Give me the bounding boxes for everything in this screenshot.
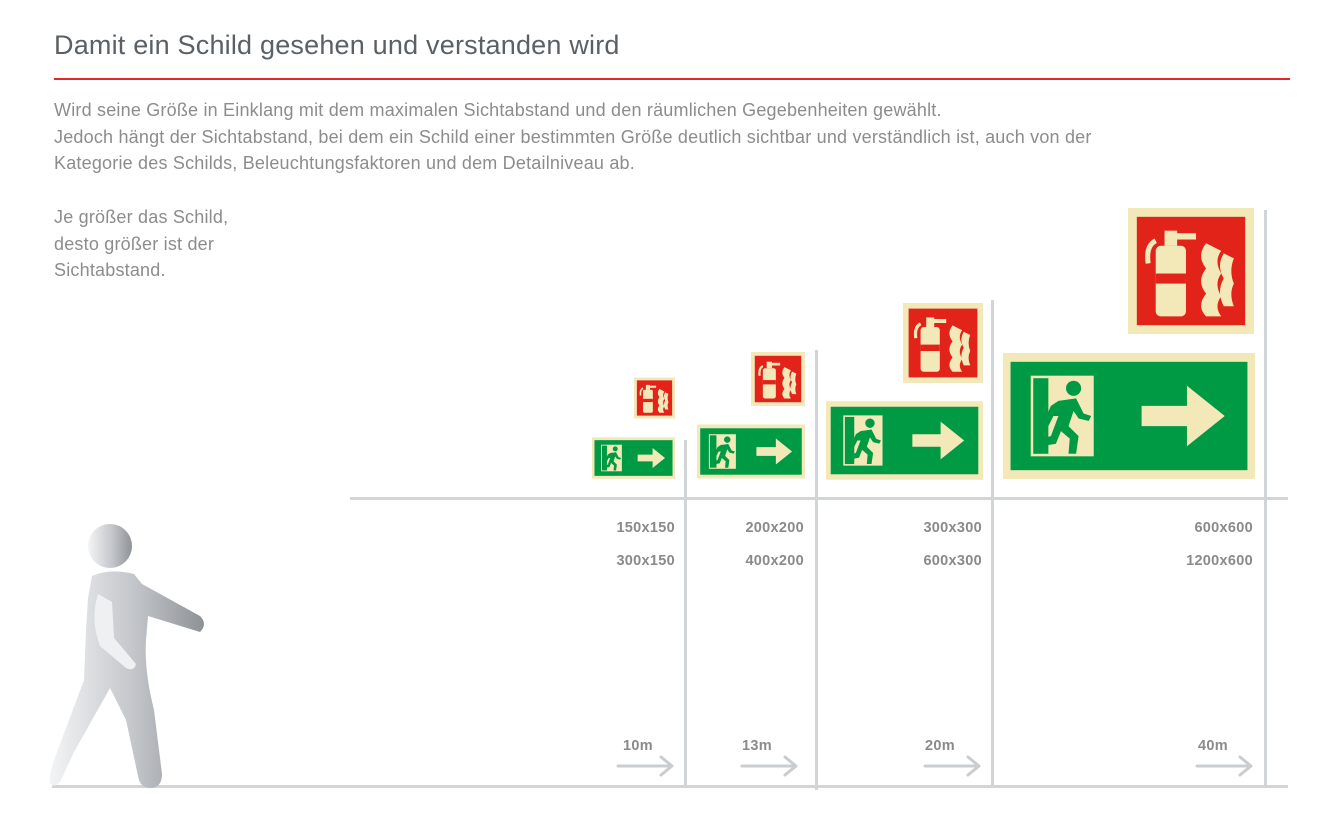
column-divider bbox=[815, 350, 818, 790]
arrow-right-icon bbox=[923, 754, 983, 778]
column-divider bbox=[684, 440, 687, 788]
distance-label: 13m bbox=[742, 738, 772, 754]
square-size-label: 300x300 bbox=[923, 520, 982, 536]
fire-extinguisher-sign-icon bbox=[634, 377, 675, 419]
square-size-label: 200x200 bbox=[745, 520, 804, 536]
side-note: Je größer das Schild, desto größer ist d… bbox=[54, 204, 228, 284]
distance-label: 40m bbox=[1198, 738, 1228, 754]
arrow-right-icon bbox=[1195, 754, 1255, 778]
fire-extinguisher-sign-icon bbox=[751, 352, 805, 406]
emergency-exit-sign-icon bbox=[1003, 352, 1255, 480]
rect-size-label: 600x300 bbox=[923, 553, 982, 569]
intro-line: Kategorie des Schilds, Beleuchtungsfakto… bbox=[54, 153, 635, 173]
rect-size-label: 300x150 bbox=[616, 553, 675, 569]
page-title: Damit ein Schild gesehen und verstanden … bbox=[54, 30, 620, 60]
intro-text: Wird seine Größe in Einklang mit dem max… bbox=[54, 97, 1284, 177]
column-divider bbox=[991, 300, 994, 788]
side-note-line: desto größer ist der bbox=[54, 233, 215, 254]
distance-label: 20m bbox=[925, 738, 955, 754]
emergency-exit-sign-icon bbox=[592, 437, 675, 479]
fire-extinguisher-sign-icon bbox=[1128, 208, 1254, 334]
square-size-label: 150x150 bbox=[616, 520, 675, 536]
arrow-right-icon bbox=[740, 754, 800, 778]
emergency-exit-sign-icon bbox=[826, 401, 983, 480]
square-size-label: 600x600 bbox=[1194, 520, 1253, 536]
column-divider bbox=[1264, 210, 1267, 788]
rect-size-label: 400x200 bbox=[745, 553, 804, 569]
arrow-right-icon bbox=[616, 754, 676, 778]
ground-line bbox=[52, 785, 1288, 788]
rect-size-label: 1200x600 bbox=[1186, 553, 1253, 569]
baseline-upper bbox=[350, 497, 1288, 500]
side-note-line: Sichtabstand. bbox=[54, 260, 166, 280]
side-note-line: Je größer das Schild, bbox=[54, 207, 229, 227]
emergency-exit-sign-icon bbox=[697, 424, 805, 479]
distance-label: 10m bbox=[623, 738, 653, 754]
walking-person-icon bbox=[48, 520, 220, 792]
intro-line: Jedoch hängt der Sichtabstand, bei dem e… bbox=[54, 126, 1092, 147]
intro-line: Wird seine Größe in Einklang mit dem max… bbox=[54, 100, 942, 120]
fire-extinguisher-sign-icon bbox=[903, 303, 983, 383]
title-underline bbox=[54, 78, 1290, 80]
